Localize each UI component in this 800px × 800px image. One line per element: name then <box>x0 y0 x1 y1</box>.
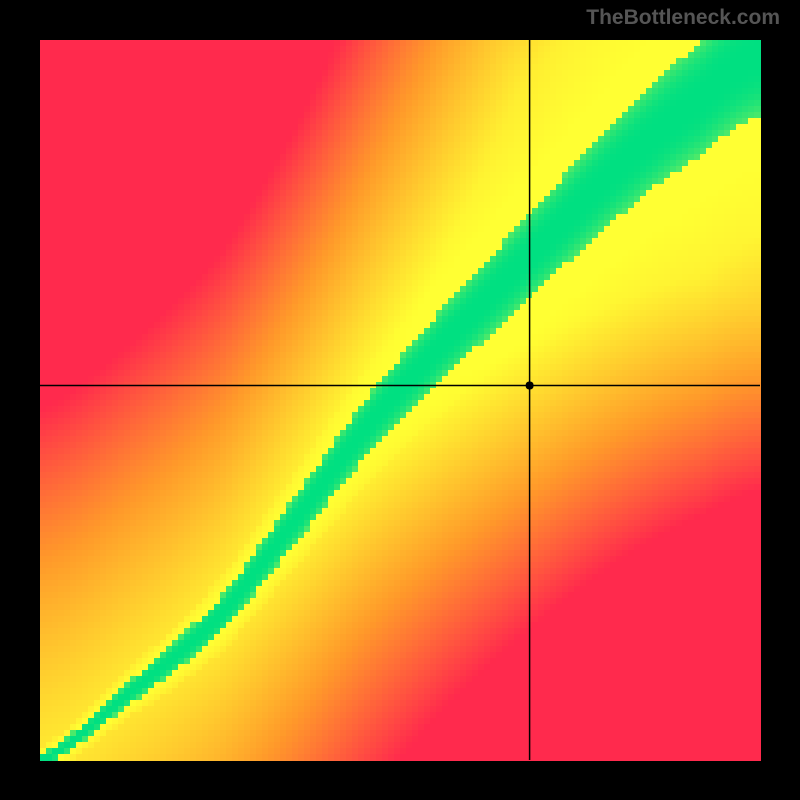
chart-root: { "attribution": "TheBottleneck.com", "c… <box>0 0 800 800</box>
bottleneck-heatmap <box>0 0 800 800</box>
attribution-text: TheBottleneck.com <box>586 6 780 30</box>
